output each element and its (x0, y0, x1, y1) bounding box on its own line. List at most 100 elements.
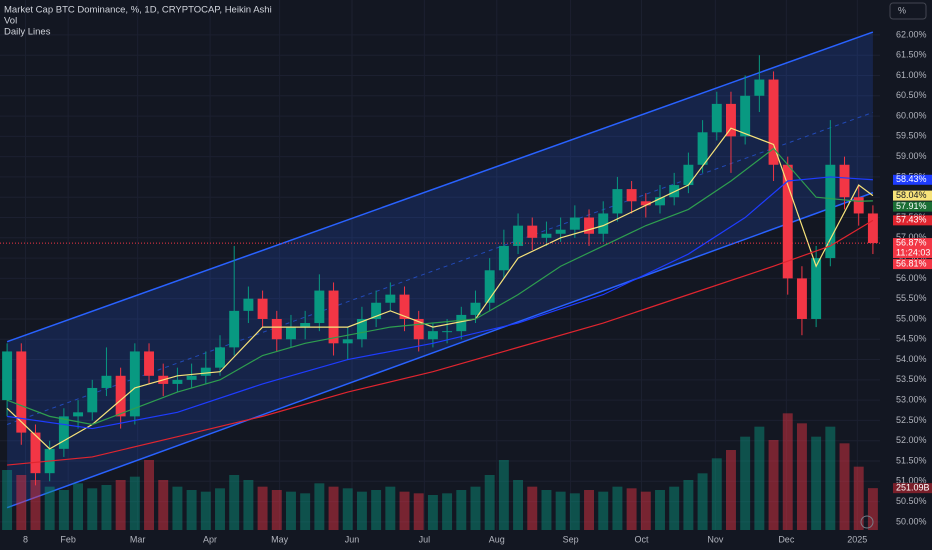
y-tick-label: 61.50% (896, 50, 927, 60)
candle-body (683, 164, 694, 186)
candle-body (115, 375, 126, 417)
moving-average (6, 147, 873, 426)
candle-body (782, 164, 793, 279)
volume-bar (385, 486, 396, 530)
volume-bar (456, 490, 467, 530)
unit-button-label[interactable]: % (898, 5, 906, 15)
candle-body (726, 103, 736, 137)
candle-body (73, 412, 84, 417)
settings-icon[interactable] (860, 515, 874, 529)
volume-bar (683, 480, 694, 530)
y-tick-label: 50.50% (896, 496, 927, 506)
candle-body (300, 323, 311, 328)
volume-bar (200, 491, 211, 530)
volume-bar (726, 450, 736, 530)
candle-body (286, 327, 296, 340)
indicator-label: Daily Lines (4, 27, 51, 38)
volume-bar (300, 493, 311, 530)
candle-body (470, 302, 481, 315)
unit-button[interactable] (889, 2, 927, 20)
candle-body (2, 351, 13, 401)
countdown-label: 11:24:03 (896, 247, 930, 257)
volume-bar (58, 490, 69, 530)
y-tick-label: 59.50% (896, 131, 927, 141)
y-tick-label: 51.50% (896, 455, 927, 465)
price-badge (893, 174, 932, 185)
volume-bar (612, 486, 623, 530)
candle-body (825, 164, 836, 259)
volume-bar (527, 486, 538, 530)
x-tick-label: Aug (489, 534, 505, 544)
volume-badge (893, 483, 932, 494)
candle-body (399, 294, 410, 319)
volume-bar (782, 413, 793, 530)
candle-body (129, 351, 140, 417)
candle-body (87, 387, 98, 413)
volume-bar (655, 490, 665, 530)
channel-lower (6, 192, 874, 509)
candle-body (314, 290, 325, 324)
candle-body (498, 245, 509, 271)
volume-bar (2, 470, 13, 530)
candle-body (186, 375, 197, 380)
moving-average (7, 219, 874, 466)
y-tick-label: 60.00% (896, 110, 927, 120)
volume-bar (697, 473, 708, 530)
volume-bar (555, 491, 566, 530)
candle-body (356, 318, 367, 340)
x-tick-label: 8 (23, 534, 28, 544)
volume-bar (73, 483, 84, 530)
volume-bar (839, 443, 850, 530)
candle-body (853, 197, 864, 214)
candle-body (768, 79, 779, 165)
y-tick-label: 56.00% (896, 273, 927, 283)
candle-body (456, 314, 467, 332)
candle-body (342, 339, 353, 344)
candle-body (655, 197, 665, 206)
y-tick-label: 62.00% (896, 29, 927, 39)
x-tick-label: Mar (130, 534, 146, 544)
volume-bar (257, 486, 268, 530)
y-tick-label: 50.00% (896, 516, 927, 526)
y-tick-label: 59.00% (896, 151, 927, 161)
channel-fill (7, 32, 873, 508)
volume-bar (711, 458, 722, 530)
volume-bar (16, 475, 27, 530)
candle-body (867, 213, 878, 244)
candle-body (513, 225, 524, 246)
x-tick-label: Dec (778, 534, 795, 544)
candle-body (584, 217, 594, 234)
candle-body (229, 310, 240, 348)
volume-bar (44, 486, 55, 530)
volume-bar (541, 490, 552, 530)
price-badge (893, 201, 932, 212)
candle-body (569, 217, 580, 230)
price-badge (893, 190, 932, 201)
volume-bar (87, 488, 98, 530)
plot (0, 0, 880, 530)
candle-body (442, 331, 453, 333)
volume-bar (796, 423, 807, 530)
y-tick-label: 57.00% (896, 232, 927, 242)
volume-bar (30, 480, 41, 530)
x-tick-label: Apr (203, 534, 217, 544)
y-tick-label: 55.00% (896, 313, 927, 323)
volume-bar (867, 488, 878, 530)
y-tick-label: 61.00% (896, 70, 927, 80)
candle-body (740, 95, 751, 137)
x-tick-label: Sep (563, 534, 579, 544)
candle-body (669, 185, 680, 198)
volume-bar (172, 486, 183, 530)
x-tick-label: Nov (707, 534, 724, 544)
volume-badge-label: 251.09B (896, 483, 930, 493)
candle-body (811, 258, 822, 319)
volume-bar (371, 490, 382, 530)
x-tick-label: May (271, 534, 289, 544)
candle-body (484, 270, 495, 303)
volume-bar (144, 460, 154, 530)
x-tick-label: Oct (635, 534, 650, 544)
candle-body (215, 347, 225, 368)
volume-bar (768, 440, 779, 530)
volume-bar (484, 475, 495, 530)
candle-body (541, 233, 552, 238)
